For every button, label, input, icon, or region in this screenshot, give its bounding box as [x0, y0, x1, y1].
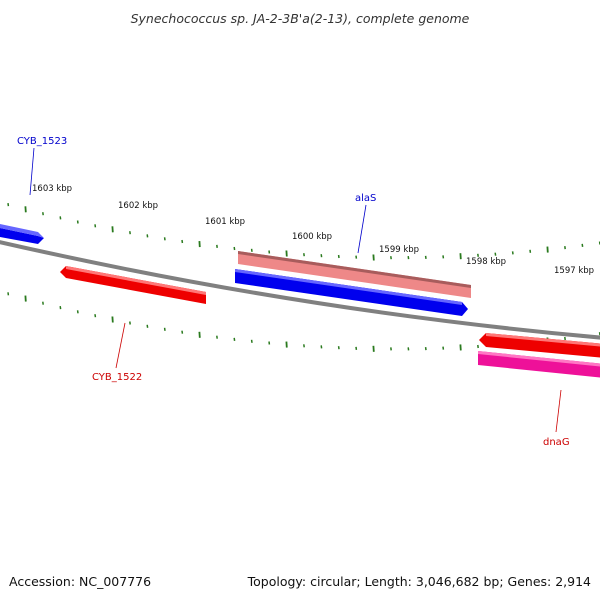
scale-label: 1603 kbp: [32, 184, 72, 194]
gene-label-alas[interactable]: alaS: [355, 193, 376, 204]
scale-labels: 1603 kbp 1602 kbp 1601 kbp 1600 kbp 1599…: [32, 184, 594, 276]
scale-label: 1602 kbp: [118, 201, 158, 211]
gene-arrow-dnag[interactable]: [478, 351, 600, 378]
scale-label: 1601 kbp: [205, 217, 245, 227]
leader-line: [29, 147, 35, 196]
genome-summary-text: Topology: circular; Length: 3,046,682 bp…: [247, 574, 591, 589]
scale-label: 1598 kbp: [466, 257, 506, 267]
gene-arrow-cyb-1522[interactable]: [60, 266, 206, 304]
gene-label-dnag[interactable]: dnaG: [543, 437, 570, 448]
scale-label: 1599 kbp: [379, 245, 419, 255]
leader-line: [555, 389, 562, 433]
leader-line: [115, 322, 126, 369]
gene-labels: CYB_1523 CYB_1522 alaS dnaG: [17, 136, 570, 448]
scale-label: 1597 kbp: [554, 266, 594, 276]
gene-label-cyb-1522[interactable]: CYB_1522: [92, 372, 142, 383]
accession-text: Accession: NC_007776: [9, 574, 151, 589]
gene-arrow-rna[interactable]: [238, 251, 471, 298]
genome-title: Synechococcus sp. JA-2-3B'a(2-13), compl…: [131, 11, 470, 26]
gene-features: [0, 224, 600, 378]
gene-arrow-alas[interactable]: [235, 269, 468, 316]
gene-arrow-red-right[interactable]: [479, 333, 600, 358]
scale-ticks: [7, 203, 600, 352]
leader-line: [357, 204, 367, 254]
gene-label-cyb-1523[interactable]: CYB_1523: [17, 136, 67, 147]
genome-backbone: [0, 240, 600, 340]
gene-arrow-cyb-1523[interactable]: [0, 224, 44, 244]
scale-label: 1600 kbp: [292, 232, 332, 242]
